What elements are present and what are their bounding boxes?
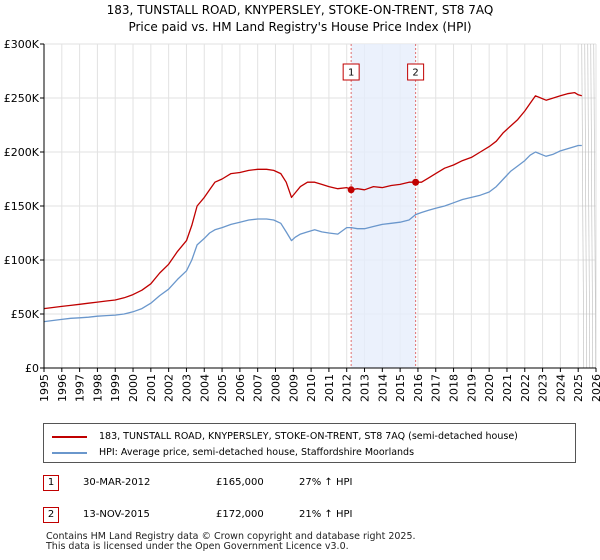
future-hatch	[590, 43, 594, 369]
series-line-hpi	[43, 144, 582, 323]
x-tick-label: 2002	[163, 374, 176, 402]
chart-title-line1: 183, TUNSTALL ROAD, KNYPERSLEY, STOKE-ON…	[106, 3, 494, 17]
footer-line2: This data is licensed under the Open Gov…	[46, 541, 349, 552]
x-tick-label: 2000	[127, 374, 140, 402]
transaction-price: £172,000	[216, 509, 264, 520]
x-tick-label: 2023	[537, 374, 550, 402]
x-tick-label: 2024	[554, 374, 567, 402]
y-tick-label: £150K	[4, 200, 40, 213]
series-line-property	[43, 91, 582, 310]
transaction-date: 13-NOV-2015	[83, 509, 150, 520]
x-tick-label: 2016	[412, 374, 425, 402]
x-tick-label: 2026	[590, 374, 600, 402]
legend-item-hpi: HPI: Average price, semi-detached house,…	[52, 447, 414, 458]
x-tick-label: 2022	[519, 374, 532, 402]
x-tick-label: 2020	[483, 374, 496, 402]
transaction-hpi: 21% ↑ HPI	[299, 509, 353, 520]
y-tick-label: £100K	[4, 254, 40, 267]
x-tick-label: 1999	[109, 374, 122, 402]
x-tick-label: 2001	[145, 374, 158, 402]
x-tick-label: 2012	[341, 374, 354, 402]
marker-badge-label: 1	[348, 68, 354, 79]
sale-point	[347, 186, 355, 194]
x-tick-label: 1997	[74, 374, 87, 402]
x-tick-label: 2019	[465, 374, 478, 402]
x-tick-label: 1998	[91, 374, 104, 402]
future-hatch	[593, 43, 597, 369]
price-chart: 1 2 £0 £50K £100K £150K £200K £250K £300K 1995 19…	[4, 38, 600, 402]
transaction-hpi: 27% ↑ HPI	[299, 477, 353, 488]
shaded-period	[351, 44, 416, 368]
legend-swatch-property	[52, 435, 87, 438]
y-tick-label: £200K	[4, 146, 40, 159]
y-tick-label: £300K	[4, 38, 40, 51]
chart-legend: 183, TUNSTALL ROAD, KNYPERSLEY, STOKE-ON…	[43, 423, 576, 463]
sale-point	[412, 178, 420, 186]
legend-item-property: 183, TUNSTALL ROAD, KNYPERSLEY, STOKE-ON…	[52, 431, 518, 442]
legend-label-hpi: HPI: Average price, semi-detached house,…	[99, 447, 415, 458]
footer: Contains HM Land Registry data © Crown c…	[46, 532, 416, 552]
x-tick-label: 2018	[448, 374, 461, 402]
x-tick-label: 2005	[216, 374, 229, 402]
transaction-date: 30-MAR-2012	[83, 477, 151, 488]
x-tick-label: 2010	[305, 374, 318, 402]
x-tick-label: 2007	[252, 374, 265, 402]
y-tick-label: £0	[25, 362, 39, 375]
x-tick-label: 1996	[56, 374, 69, 402]
future-hatch	[584, 43, 588, 369]
x-tick-label: 2013	[359, 374, 372, 402]
x-tick-label: 2004	[198, 374, 211, 402]
chart-title: 183, TUNSTALL ROAD, KNYPERSLEY, STOKE-ON…	[0, 2, 600, 36]
x-tick-label: 2014	[376, 374, 389, 402]
transaction-row: 1 30-MAR-2012 £165,000 27% ↑ HPI	[43, 473, 576, 493]
marker-badge	[342, 63, 360, 81]
transaction-price: £165,000	[216, 477, 264, 488]
x-tick-label: 2017	[430, 374, 443, 402]
legend-label-property: 183, TUNSTALL ROAD, KNYPERSLEY, STOKE-ON…	[99, 431, 518, 442]
x-tick-label: 2003	[180, 374, 193, 402]
footer-line1: Contains HM Land Registry data © Crown c…	[46, 531, 416, 542]
transaction-badge: 1	[43, 475, 59, 491]
x-tick-label: 2015	[394, 374, 407, 402]
future-hatch	[581, 43, 585, 369]
x-tick-label: 2009	[287, 374, 300, 402]
marker-badge	[407, 63, 425, 81]
y-tick-label: £250K	[4, 92, 40, 105]
marker-badge-label: 2	[412, 68, 418, 79]
x-tick-label: 1995	[38, 374, 51, 402]
y-tick-label: £50K	[11, 308, 40, 321]
future-hatch	[587, 43, 591, 369]
x-tick-label: 2021	[501, 374, 514, 402]
chart-title-line2: Price paid vs. HM Land Registry's House …	[128, 20, 472, 34]
x-tick-label: 2011	[323, 374, 336, 402]
x-tick-label: 2006	[234, 374, 247, 402]
transaction-badge: 2	[43, 507, 59, 523]
x-tick-label: 2008	[269, 374, 282, 402]
transaction-row: 2 13-NOV-2015 £172,000 21% ↑ HPI	[43, 505, 576, 525]
x-tick-label: 2025	[572, 374, 585, 402]
legend-swatch-hpi	[52, 451, 87, 454]
